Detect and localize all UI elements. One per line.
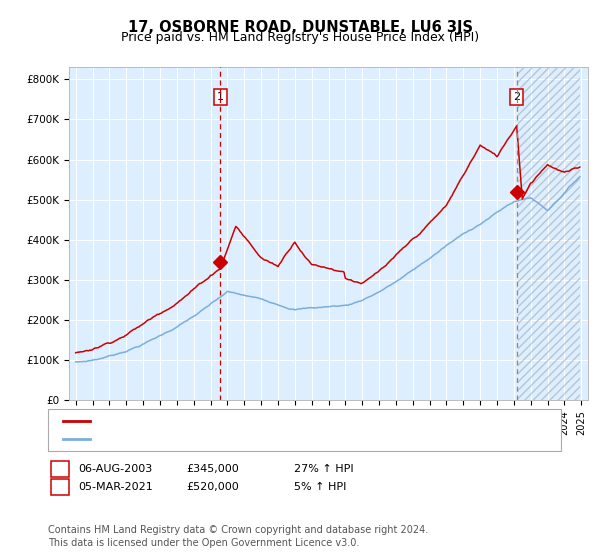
Text: 2: 2 [56, 482, 64, 492]
Text: 2: 2 [513, 92, 520, 102]
Text: 05-MAR-2021: 05-MAR-2021 [78, 482, 153, 492]
Text: 1: 1 [217, 92, 224, 102]
Text: Price paid vs. HM Land Registry's House Price Index (HPI): Price paid vs. HM Land Registry's House … [121, 31, 479, 44]
Text: 06-AUG-2003: 06-AUG-2003 [78, 464, 152, 474]
Text: 1: 1 [56, 464, 64, 474]
Text: £345,000: £345,000 [186, 464, 239, 474]
Text: 5% ↑ HPI: 5% ↑ HPI [294, 482, 346, 492]
Text: 27% ↑ HPI: 27% ↑ HPI [294, 464, 353, 474]
Text: HPI: Average price, detached house, Central Bedfordshire: HPI: Average price, detached house, Cent… [97, 434, 419, 444]
Text: £520,000: £520,000 [186, 482, 239, 492]
Text: Contains HM Land Registry data © Crown copyright and database right 2024.: Contains HM Land Registry data © Crown c… [48, 525, 428, 535]
Text: 17, OSBORNE ROAD, DUNSTABLE, LU6 3JS: 17, OSBORNE ROAD, DUNSTABLE, LU6 3JS [128, 20, 473, 35]
Text: 17, OSBORNE ROAD, DUNSTABLE, LU6 3JS (detached house): 17, OSBORNE ROAD, DUNSTABLE, LU6 3JS (de… [97, 416, 433, 426]
Text: This data is licensed under the Open Government Licence v3.0.: This data is licensed under the Open Gov… [48, 538, 359, 548]
